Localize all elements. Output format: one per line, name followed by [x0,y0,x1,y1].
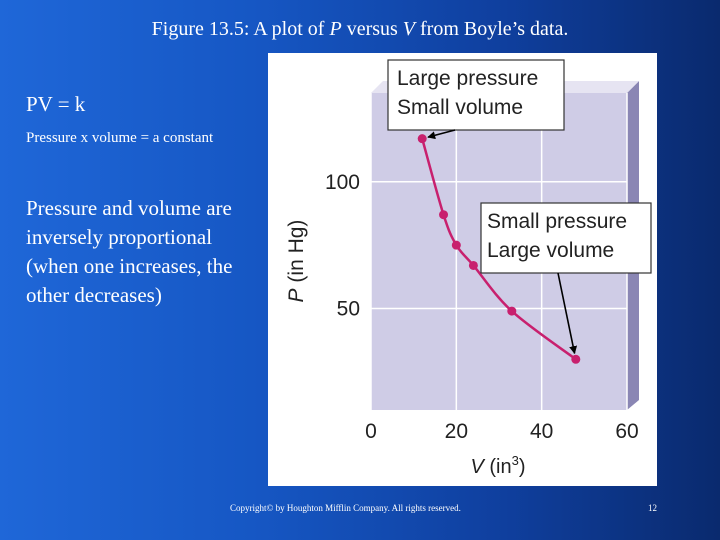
title-mid: versus [341,18,403,40]
page-number: 12 [648,503,657,513]
annotation-small-pressure-line1: Small pressure [487,210,627,233]
pv-equation: PV = k [26,92,86,116]
data-point-0 [417,134,427,144]
x-axis-close: ) [519,456,526,478]
data-point-3 [468,260,478,270]
y-axis-var: P [285,288,308,302]
x-axis-exp: 3 [512,453,519,468]
y-axis-unit: (in Hg) [285,220,308,289]
slide-title: Figure 13.5: A plot of P versus V from B… [0,18,720,41]
boyle-chart: 0 20 40 60 50 100 V (in3) P (in Hg) Large pr… [285,59,652,478]
title-p: P [329,18,342,40]
x-tick-label-1: 20 [445,420,468,443]
pressure-volume-curve [420,138,577,361]
annotation-large-pressure-line1: Large pressure [397,67,538,90]
figure-panel: 0 20 40 60 50 100 V (in3) P (in Hg) Large pr… [268,53,657,486]
y-axis-label: P (in Hg) [285,220,308,303]
annotation-large-pressure-line2: Small volume [397,96,523,119]
x-axis-unit: (in [484,456,512,478]
y-tick-label-0: 50 [337,298,360,321]
inverse-proportion-text: Pressure and volume are inversely propor… [26,196,233,307]
x-axis-var: V [470,456,485,478]
data-point-2 [451,240,461,250]
footer-copyright: Copyright© by Houghton Mifflin Company. … [230,503,461,513]
data-point-1 [439,210,449,220]
points-layer [417,134,581,364]
x-tick-label-3: 60 [615,420,638,443]
x-tick-label-2: 40 [530,420,553,443]
annotation-small-pressure-arrow [557,272,578,355]
data-point-5 [571,354,581,364]
x-tick-labels: 0 20 40 60 [365,420,639,443]
y-tick-labels: 50 100 [325,171,360,321]
annotation-small-pressure: Small pressure Large volume [480,202,652,355]
data-point-4 [507,306,517,316]
y-tick-label-1: 100 [325,171,360,194]
annotation-large-pressure: Large pressure Small volume [387,59,565,140]
title-v: V [402,18,416,40]
annotation-large-pressure-arrow [427,129,456,140]
x-axis-label: V (in3) [470,453,525,478]
title-suffix: from Boyle’s data. [415,18,569,40]
pv-description: Pressure x volume = a constant [26,130,214,146]
annotation-small-pressure-line2: Large volume [487,239,614,262]
annotation-large-pressure-box [387,59,565,131]
title-prefix: Figure 13.5: A plot of [151,18,330,40]
x-tick-label-0: 0 [365,420,377,443]
annotation-small-pressure-box [480,202,652,274]
